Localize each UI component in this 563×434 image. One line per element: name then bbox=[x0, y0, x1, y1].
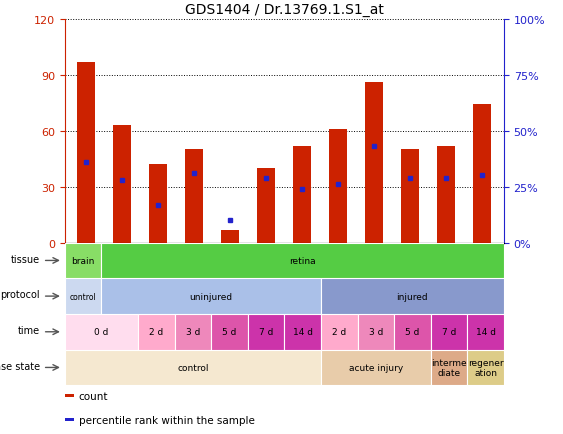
Bar bbox=[473, 105, 491, 243]
Bar bbox=[138, 314, 175, 350]
Text: injured: injured bbox=[396, 292, 428, 301]
Text: 14 d: 14 d bbox=[293, 328, 312, 336]
Text: brain: brain bbox=[72, 256, 95, 265]
Text: regener
ation: regener ation bbox=[468, 358, 503, 377]
Bar bbox=[257, 168, 275, 243]
Bar bbox=[65, 394, 74, 397]
Bar bbox=[221, 230, 239, 243]
Text: control: control bbox=[70, 292, 96, 301]
Text: 7 d: 7 d bbox=[442, 328, 456, 336]
Bar bbox=[65, 314, 138, 350]
Bar bbox=[77, 62, 95, 243]
Bar bbox=[149, 165, 167, 243]
Bar bbox=[65, 350, 321, 385]
Text: 3 d: 3 d bbox=[369, 328, 383, 336]
Bar bbox=[65, 418, 74, 421]
Bar bbox=[401, 150, 419, 243]
Bar bbox=[321, 350, 431, 385]
Text: percentile rank within the sample: percentile rank within the sample bbox=[79, 414, 254, 424]
Text: 7 d: 7 d bbox=[259, 328, 273, 336]
Text: 5 d: 5 d bbox=[405, 328, 419, 336]
Bar bbox=[101, 279, 321, 314]
Bar bbox=[284, 314, 321, 350]
Bar bbox=[175, 314, 211, 350]
Bar bbox=[211, 314, 248, 350]
Text: control: control bbox=[177, 363, 208, 372]
Bar bbox=[365, 83, 383, 243]
Bar bbox=[185, 150, 203, 243]
Text: interme
diate: interme diate bbox=[431, 358, 467, 377]
Bar bbox=[113, 126, 131, 243]
Text: uninjured: uninjured bbox=[190, 292, 233, 301]
Bar bbox=[467, 314, 504, 350]
Bar bbox=[65, 279, 101, 314]
Text: 2 d: 2 d bbox=[332, 328, 346, 336]
Text: acute injury: acute injury bbox=[348, 363, 403, 372]
Text: 3 d: 3 d bbox=[186, 328, 200, 336]
Text: protocol: protocol bbox=[1, 289, 40, 299]
Text: count: count bbox=[79, 391, 108, 401]
Bar bbox=[358, 314, 394, 350]
Text: disease state: disease state bbox=[0, 361, 40, 371]
Text: 0 d: 0 d bbox=[94, 328, 109, 336]
Bar bbox=[437, 146, 455, 243]
Bar bbox=[431, 314, 467, 350]
Text: 2 d: 2 d bbox=[149, 328, 163, 336]
Text: time: time bbox=[18, 325, 40, 335]
Bar bbox=[394, 314, 431, 350]
Bar bbox=[65, 243, 101, 279]
Bar bbox=[248, 314, 284, 350]
Title: GDS1404 / Dr.13769.1.S1_at: GDS1404 / Dr.13769.1.S1_at bbox=[185, 3, 384, 17]
Bar bbox=[431, 350, 467, 385]
Text: 5 d: 5 d bbox=[222, 328, 236, 336]
Text: retina: retina bbox=[289, 256, 316, 265]
Bar bbox=[467, 350, 504, 385]
Bar bbox=[321, 279, 504, 314]
Text: 14 d: 14 d bbox=[476, 328, 495, 336]
Bar bbox=[321, 314, 358, 350]
Bar bbox=[293, 146, 311, 243]
Bar bbox=[329, 129, 347, 243]
Text: tissue: tissue bbox=[11, 254, 40, 264]
